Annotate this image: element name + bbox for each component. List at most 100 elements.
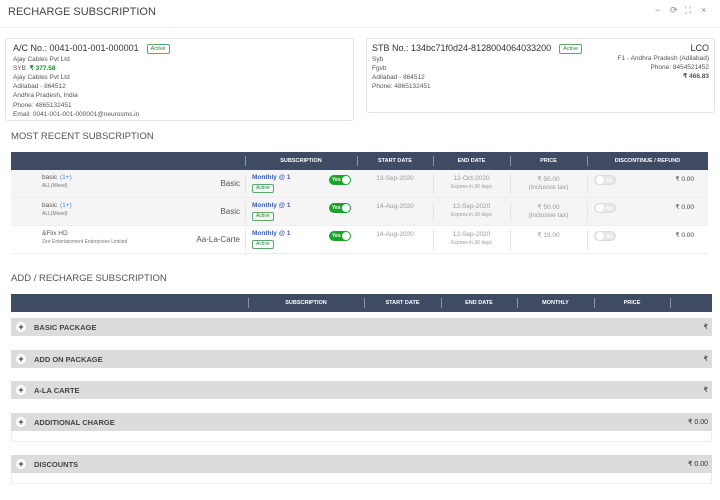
header-divider	[0, 27, 720, 28]
group-a-la-carte[interactable]: + A-LA CARTE ₹	[11, 381, 712, 399]
discontinue-toggle[interactable]: No	[594, 175, 616, 185]
account-name: Ajay Cables Pvt Ltd	[13, 55, 70, 63]
minimize-icon[interactable]: −	[655, 5, 661, 15]
stb-number: STB No.: 134bc71f0d24-8128004064033200	[372, 43, 552, 53]
col-end-date: END DATE	[457, 158, 486, 164]
start-date: 14-Aug-2020	[376, 231, 414, 238]
expires-note: Expires in 30 days	[451, 240, 492, 246]
package-count-link[interactable]: (1+)	[60, 202, 72, 209]
lco-phone: Phone: 8454521452	[650, 64, 709, 72]
group-amount: ₹	[703, 356, 708, 363]
group-label: BASIC PACKAGE	[34, 323, 97, 332]
col-monthly: MONTHLY	[542, 300, 569, 306]
account-phone: Phone: 4865132451	[13, 101, 72, 109]
group-label: ADD ON PACKAGE	[34, 355, 103, 364]
auto-renew-toggle[interactable]: Yes	[329, 203, 351, 213]
lco-balance: ₹ 466.83	[683, 73, 709, 81]
expand-plus-icon[interactable]: +	[16, 322, 26, 332]
package-sub: ALL(Mixed)	[42, 211, 68, 217]
expires-note: Expires in 30 days	[451, 212, 492, 218]
plan-link[interactable]: Monthly @ 1	[252, 202, 291, 209]
col-end-date: END DATE	[465, 300, 493, 306]
package-name: basic	[42, 174, 58, 181]
account-city: Adilabad - 864512	[13, 83, 66, 91]
account-email: Email: 0041-001-001-000001@neurosms.in	[13, 110, 140, 118]
end-date: 12-Sep-2020	[452, 203, 491, 210]
start-date: 14-Aug-2020	[376, 203, 414, 210]
auto-renew-toggle[interactable]: Yes	[329, 231, 351, 241]
status-badge: Active	[252, 212, 274, 221]
plan-link[interactable]: Monthly @ 1	[252, 230, 291, 237]
end-date: 12-Oct-2020	[453, 175, 490, 182]
expand-plus-icon[interactable]: +	[16, 417, 26, 427]
col-subscription: SUBSCRIPTION	[280, 158, 322, 164]
tax-note: (inclusive tax)	[528, 184, 569, 191]
stb-card: STB No.: 134bc71f0d24-8128004064033200 Ac…	[366, 38, 715, 113]
price: ₹ 50.00	[537, 176, 560, 183]
status-badge: Active	[146, 43, 170, 54]
group-discounts[interactable]: + DISCOUNTS ₹ 0.00	[11, 455, 712, 473]
package-name: &Flix HD	[42, 230, 68, 237]
package-type: Basic	[220, 207, 240, 216]
syb-label: SYB	[13, 64, 27, 72]
package-type: Aa-La-Carte	[196, 235, 240, 244]
group-add-on-package[interactable]: + ADD ON PACKAGE ₹	[11, 350, 712, 368]
lco-name: F1 - Andhra Pradesh (Adilabad)	[617, 55, 709, 62]
add-table-header: SUBSCRIPTION START DATE END DATE MONTHLY…	[11, 294, 712, 312]
section-heading-recent: MOST RECENT SUBSCRIPTION	[11, 131, 154, 142]
account-company: Ajay Cables Pvt Ltd	[13, 74, 70, 82]
expand-plus-icon[interactable]: +	[16, 385, 26, 395]
package-name: basic	[42, 202, 58, 209]
col-price: PRICE	[540, 158, 557, 164]
group-amount: ₹	[703, 387, 708, 394]
col-start-date: START DATE	[377, 158, 412, 164]
price: ₹ 50.00	[537, 204, 560, 211]
close-icon[interactable]: ×	[701, 5, 707, 15]
stb-line2: Fgvb	[372, 64, 387, 72]
section-heading-add: ADD / RECHARGE SUBSCRIPTION	[11, 273, 167, 284]
refresh-icon[interactable]: ⟳	[670, 5, 678, 15]
end-date: 12-Sep-2020	[452, 231, 491, 238]
status-badge: Active	[252, 240, 274, 249]
col-subscription: SUBSCRIPTION	[285, 300, 327, 306]
table-row: basic (1+) ALL(Mixed) Basic Monthly @ 1 …	[11, 170, 708, 198]
table-row: basic (1+) ALL(Mixed) Basic Monthly @ 1 …	[11, 198, 708, 226]
package-type: Basic	[220, 179, 240, 188]
package-count-link[interactable]: (1+)	[60, 174, 72, 181]
account-balance: ₹ 377.58	[29, 64, 56, 72]
account-number: A/C No.: 0041-001-001-000001	[13, 43, 139, 53]
group-amount: ₹ 0.00	[687, 419, 708, 426]
group-basic-package[interactable]: + BASIC PACKAGE ₹	[11, 318, 712, 336]
expand-plus-icon[interactable]: +	[16, 459, 26, 469]
discontinue-toggle[interactable]: No	[594, 231, 616, 241]
plan-link[interactable]: Monthly @ 1	[252, 174, 291, 181]
stb-city: Adilabad - 864512	[372, 74, 425, 82]
refund-amount: ₹ 0.00	[675, 204, 694, 211]
recent-table-header: SUBSCRIPTION START DATE END DATE PRICE D…	[11, 152, 708, 170]
account-state: Andhra Pradesh, India	[13, 92, 78, 100]
group-label: DISCOUNTS	[34, 460, 79, 469]
start-date: 13-Sep-2020	[376, 175, 414, 182]
package-sub: Zee Entertainment Enterprises Limited	[42, 239, 128, 245]
lco-label: LCO	[690, 43, 709, 53]
stb-line1: Syb	[372, 55, 384, 63]
auto-renew-toggle[interactable]: Yes	[329, 175, 351, 185]
maximize-icon[interactable]: ⛶	[685, 5, 692, 15]
table-row: &Flix HD Zee Entertainment Enterprises L…	[11, 226, 708, 254]
col-discontinue: DISCONTINUE / REFUND	[614, 158, 681, 164]
group-body	[11, 431, 712, 442]
group-amount: ₹	[703, 324, 708, 331]
expires-note: Expires in 30 days	[451, 184, 492, 190]
group-label: A-LA CARTE	[34, 386, 80, 395]
discontinue-toggle[interactable]: No	[594, 203, 616, 213]
stb-phone: Phone: 4865132451	[372, 83, 431, 91]
expand-plus-icon[interactable]: +	[16, 354, 26, 364]
refund-amount: ₹ 0.00	[675, 232, 694, 239]
refund-amount: ₹ 0.00	[675, 176, 694, 183]
col-start-date: START DATE	[385, 300, 420, 306]
col-price: PRICE	[623, 300, 641, 306]
price: ₹ 19.00	[537, 232, 560, 239]
group-label: ADDITIONAL CHARGE	[34, 418, 115, 427]
tax-note: (inclusive tax)	[528, 212, 569, 219]
group-additional-charge[interactable]: + ADDITIONAL CHARGE ₹ 0.00	[11, 413, 712, 431]
